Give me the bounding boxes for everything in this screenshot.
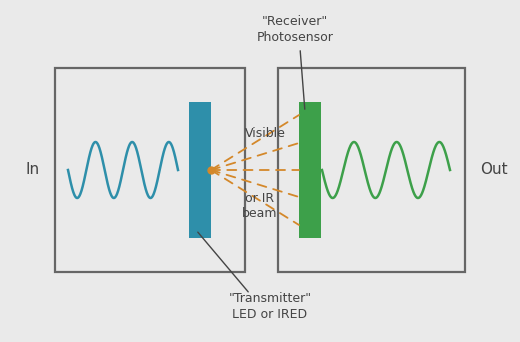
Bar <box>299 102 321 238</box>
Bar <box>55 68 245 272</box>
Bar <box>278 68 465 272</box>
Text: Out: Out <box>480 162 508 177</box>
Text: Visible: Visible <box>244 127 285 140</box>
Text: "Transmitter"
LED or IRED: "Transmitter" LED or IRED <box>228 292 311 321</box>
Text: In: In <box>26 162 40 177</box>
Text: or IR
beam: or IR beam <box>242 192 278 220</box>
Text: "Receiver"
Photosensor: "Receiver" Photosensor <box>256 15 333 44</box>
Bar <box>189 102 211 238</box>
